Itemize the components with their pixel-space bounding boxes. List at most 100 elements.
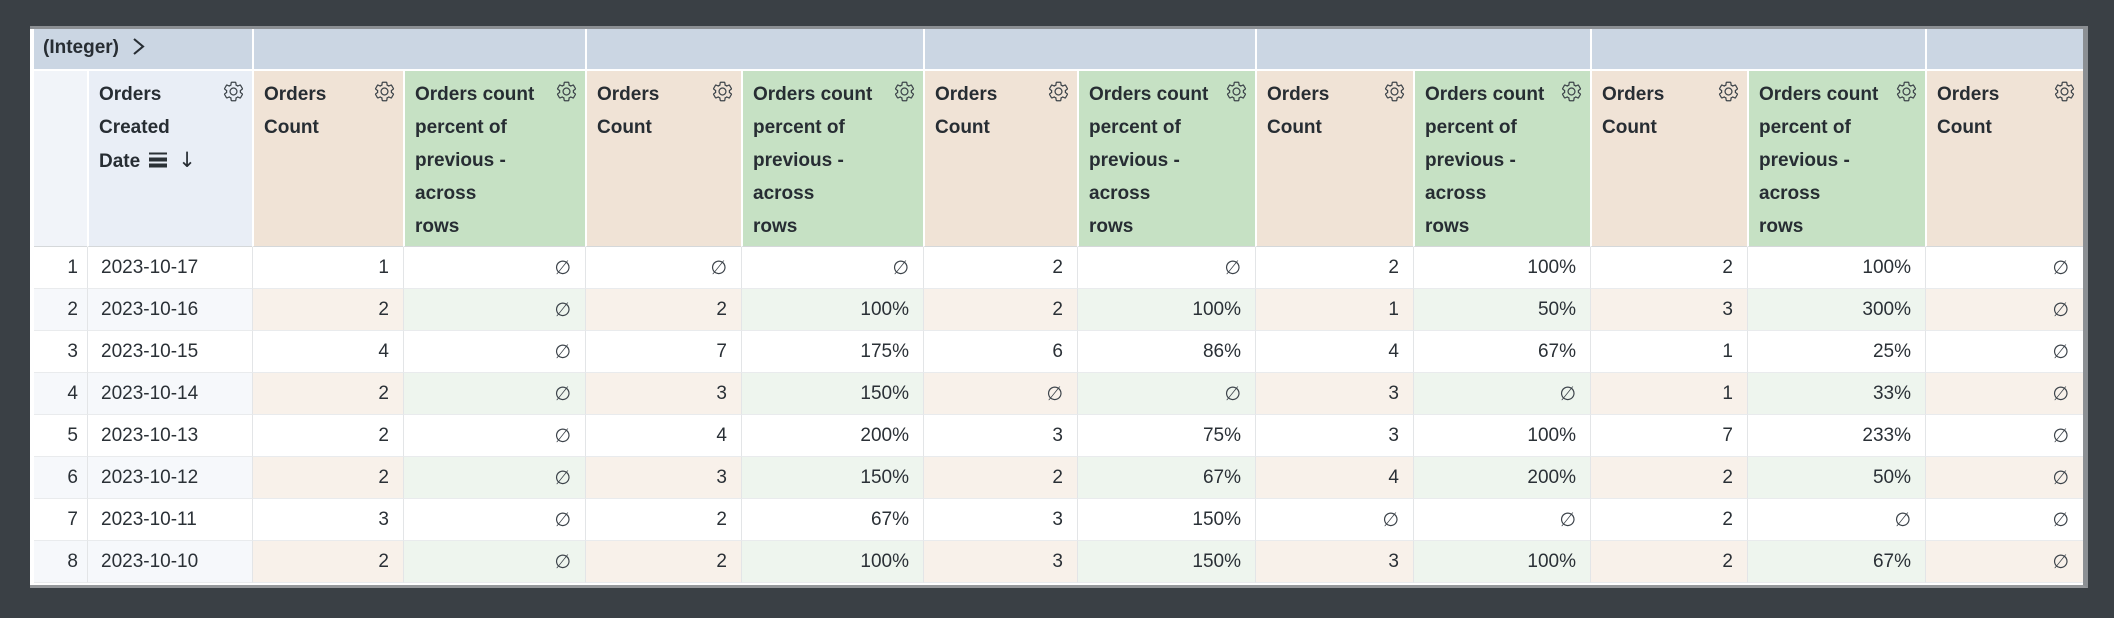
cell-null-value[interactable]: ∅ bbox=[1925, 331, 2083, 373]
orders-count-percent-of-previous-header[interactable]: Orders count percent of previous - across ro… bbox=[1077, 71, 1255, 247]
cell-value[interactable]: 2 bbox=[1590, 247, 1747, 289]
cell-value[interactable]: 2 bbox=[252, 289, 403, 331]
cell-value[interactable]: 3 bbox=[585, 457, 741, 499]
orders-count-percent-of-previous-header[interactable]: Orders count percent of previous - across ro… bbox=[1413, 71, 1590, 247]
cell-value[interactable]: 200% bbox=[1413, 457, 1590, 499]
cell-null-value[interactable]: ∅ bbox=[1925, 457, 2083, 499]
cell-value[interactable]: 300% bbox=[1747, 289, 1925, 331]
cell-value[interactable]: 2 bbox=[252, 457, 403, 499]
cell-value[interactable]: 233% bbox=[1747, 415, 1925, 457]
gear-icon[interactable] bbox=[1225, 80, 1248, 114]
cell-value[interactable]: 75% bbox=[1077, 415, 1255, 457]
cell-value[interactable]: 3 bbox=[252, 499, 403, 541]
cell-value[interactable]: 3 bbox=[1255, 415, 1413, 457]
cell-value[interactable]: 1 bbox=[252, 247, 403, 289]
subtotal-icon[interactable] bbox=[148, 147, 169, 180]
cell-null-value[interactable]: ∅ bbox=[923, 373, 1077, 415]
cell-date[interactable]: 2023-10-16 bbox=[87, 289, 252, 331]
gear-icon[interactable] bbox=[222, 80, 245, 114]
cell-value[interactable]: 3 bbox=[923, 499, 1077, 541]
gear-icon[interactable] bbox=[2053, 80, 2076, 114]
cell-value[interactable]: 86% bbox=[1077, 331, 1255, 373]
pivot-group-cell[interactable] bbox=[1590, 29, 1925, 71]
gear-icon[interactable] bbox=[555, 80, 578, 114]
gear-icon[interactable] bbox=[1047, 80, 1070, 114]
cell-value[interactable]: 100% bbox=[741, 541, 923, 583]
cell-null-value[interactable]: ∅ bbox=[1925, 289, 2083, 331]
cell-value[interactable]: 175% bbox=[741, 331, 923, 373]
cell-value[interactable]: 3 bbox=[1255, 373, 1413, 415]
cell-null-value[interactable]: ∅ bbox=[1413, 373, 1590, 415]
cell-value[interactable]: 1 bbox=[1590, 331, 1747, 373]
cell-value[interactable]: 4 bbox=[1255, 457, 1413, 499]
cell-value[interactable]: 150% bbox=[741, 373, 923, 415]
orders-count-percent-of-previous-header[interactable]: Orders count percent of previous - across ro… bbox=[403, 71, 585, 247]
cell-value[interactable]: 2 bbox=[252, 373, 403, 415]
cell-null-value[interactable]: ∅ bbox=[403, 373, 585, 415]
orders-count-percent-of-previous-header[interactable]: Orders count percent of previous - across ro… bbox=[1747, 71, 1925, 247]
cell-date[interactable]: 2023-10-12 bbox=[87, 457, 252, 499]
cell-value[interactable]: 2 bbox=[923, 457, 1077, 499]
orders-count-header[interactable]: Orders Count bbox=[252, 71, 403, 247]
gear-icon[interactable] bbox=[1383, 80, 1406, 114]
cell-value[interactable]: 100% bbox=[1077, 289, 1255, 331]
cell-null-value[interactable]: ∅ bbox=[403, 541, 585, 583]
cell-value[interactable]: 150% bbox=[1077, 499, 1255, 541]
cell-value[interactable]: 150% bbox=[741, 457, 923, 499]
pivot-group-cell[interactable] bbox=[1255, 29, 1590, 71]
pivot-group-cell[interactable] bbox=[252, 29, 585, 71]
cell-null-value[interactable]: ∅ bbox=[403, 499, 585, 541]
cell-value[interactable]: 100% bbox=[741, 289, 923, 331]
cell-value[interactable]: 2 bbox=[1590, 541, 1747, 583]
gear-icon[interactable] bbox=[711, 80, 734, 114]
cell-value[interactable]: 7 bbox=[1590, 415, 1747, 457]
cell-value[interactable]: 3 bbox=[923, 415, 1077, 457]
sort-descending-arrow-icon[interactable]: ↓ bbox=[178, 148, 196, 172]
pivot-group-cell[interactable] bbox=[1925, 29, 2083, 71]
cell-value[interactable]: 50% bbox=[1747, 457, 1925, 499]
cell-value[interactable]: 100% bbox=[1413, 415, 1590, 457]
gear-icon[interactable] bbox=[1717, 80, 1740, 114]
cell-value[interactable]: 2 bbox=[585, 289, 741, 331]
cell-value[interactable]: 2 bbox=[585, 541, 741, 583]
cell-null-value[interactable]: ∅ bbox=[403, 247, 585, 289]
gear-icon[interactable] bbox=[1895, 80, 1918, 114]
cell-value[interactable]: 1 bbox=[1590, 373, 1747, 415]
orders-count-header[interactable]: Orders Count bbox=[1925, 71, 2083, 247]
orders-count-header[interactable]: Orders Count bbox=[585, 71, 741, 247]
cell-value[interactable]: 33% bbox=[1747, 373, 1925, 415]
cell-value[interactable]: 2 bbox=[923, 289, 1077, 331]
cell-date[interactable]: 2023-10-15 bbox=[87, 331, 252, 373]
cell-date[interactable]: 2023-10-11 bbox=[87, 499, 252, 541]
cell-null-value[interactable]: ∅ bbox=[585, 247, 741, 289]
cell-null-value[interactable]: ∅ bbox=[403, 331, 585, 373]
orders-count-header[interactable]: Orders Count bbox=[1255, 71, 1413, 247]
cell-value[interactable]: 1 bbox=[1255, 289, 1413, 331]
cell-value[interactable]: 67% bbox=[1413, 331, 1590, 373]
orders-count-percent-of-previous-header[interactable]: Orders count percent of previous - across ro… bbox=[741, 71, 923, 247]
orders-count-header[interactable]: Orders Count bbox=[923, 71, 1077, 247]
cell-value[interactable]: 100% bbox=[1747, 247, 1925, 289]
cell-value[interactable]: 200% bbox=[741, 415, 923, 457]
pivot-group-cell[interactable] bbox=[585, 29, 923, 71]
pivot-group-cell[interactable] bbox=[923, 29, 1255, 71]
cell-null-value[interactable]: ∅ bbox=[741, 247, 923, 289]
gear-icon[interactable] bbox=[893, 80, 916, 114]
cell-value[interactable]: 7 bbox=[585, 331, 741, 373]
cell-null-value[interactable]: ∅ bbox=[1077, 373, 1255, 415]
cell-null-value[interactable]: ∅ bbox=[1925, 373, 2083, 415]
cell-value[interactable]: 67% bbox=[741, 499, 923, 541]
cell-value[interactable]: 3 bbox=[1255, 541, 1413, 583]
cell-null-value[interactable]: ∅ bbox=[1747, 499, 1925, 541]
cell-null-value[interactable]: ∅ bbox=[403, 457, 585, 499]
cell-value[interactable]: 3 bbox=[923, 541, 1077, 583]
cell-value[interactable]: 3 bbox=[1590, 289, 1747, 331]
cell-value[interactable]: 150% bbox=[1077, 541, 1255, 583]
gear-icon[interactable] bbox=[1560, 80, 1583, 114]
cell-value[interactable]: 2 bbox=[252, 541, 403, 583]
cell-null-value[interactable]: ∅ bbox=[1255, 499, 1413, 541]
cell-value[interactable]: 3 bbox=[585, 373, 741, 415]
cell-null-value[interactable]: ∅ bbox=[1925, 499, 2083, 541]
cell-null-value[interactable]: ∅ bbox=[1925, 247, 2083, 289]
cell-date[interactable]: 2023-10-10 bbox=[87, 541, 252, 583]
